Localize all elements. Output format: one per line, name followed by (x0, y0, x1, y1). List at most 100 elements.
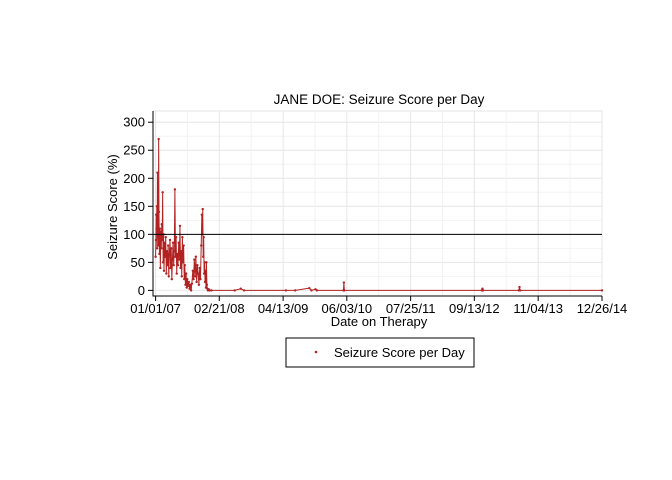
data-point (284, 289, 288, 292)
data-point (310, 289, 313, 292)
data-point (168, 238, 172, 242)
data-point (198, 266, 201, 270)
data-point (195, 280, 198, 284)
x-tick-label: 01/01/07 (130, 301, 181, 316)
x-tick-label: 02/21/08 (194, 301, 245, 316)
data-point (315, 289, 319, 292)
data-point (185, 286, 188, 289)
chart-title: JANE DOE: Seizure Score per Day (274, 92, 485, 107)
data-point (158, 252, 161, 256)
y-tick-label: 0 (138, 283, 145, 298)
data-point (172, 263, 175, 267)
x-tick-label: 11/04/13 (513, 301, 563, 316)
data-point (192, 277, 195, 281)
data-point (183, 277, 186, 281)
data-point (159, 230, 163, 233)
data-point (156, 171, 159, 174)
data-point (166, 263, 169, 267)
data-point (600, 289, 604, 292)
data-point (155, 247, 159, 250)
data-point (184, 283, 187, 286)
data-point (178, 258, 181, 261)
data-point (173, 249, 176, 253)
data-point (154, 255, 157, 258)
y-axis-label: Seizure Score (%) (105, 154, 120, 259)
data-point (155, 227, 158, 230)
series-layer (154, 137, 604, 292)
data-point (196, 263, 199, 267)
data-point (200, 244, 203, 247)
data-point (174, 255, 177, 258)
data-point (176, 252, 179, 256)
data-point (182, 244, 185, 247)
data-point (154, 238, 158, 242)
data-point (167, 275, 170, 278)
y-tick-label: 50 (131, 255, 145, 270)
data-point (171, 241, 175, 244)
data-point (158, 227, 162, 230)
x-axis-label: Date on Therapy (331, 314, 428, 329)
data-point (180, 275, 183, 278)
data-point (196, 272, 200, 275)
data-point (190, 282, 194, 285)
legend-label: Seizure Score per Day (334, 345, 465, 360)
data-point (157, 244, 160, 247)
data-point (242, 289, 246, 292)
data-point (161, 261, 165, 264)
data-point (197, 283, 201, 286)
data-point (162, 269, 166, 272)
data-point (174, 235, 178, 239)
data-point (187, 280, 191, 284)
data-point (205, 283, 209, 286)
y-tick-label: 200 (123, 171, 145, 186)
data-point (181, 261, 185, 264)
data-point (155, 205, 159, 208)
y-tick-label: 150 (123, 199, 145, 214)
data-point (203, 261, 206, 264)
data-point (166, 244, 170, 247)
grid-lines (152, 110, 603, 297)
data-point (157, 137, 160, 141)
data-point (156, 219, 160, 222)
data-point (204, 269, 207, 272)
data-point (163, 241, 166, 244)
data-point (170, 247, 173, 250)
y-tick-label: 300 (123, 115, 145, 130)
data-point (184, 272, 188, 275)
data-point (208, 289, 211, 292)
data-point (159, 266, 162, 270)
data-point (199, 277, 202, 281)
data-point (518, 285, 521, 289)
data-point (183, 263, 187, 267)
x-tick-label: 09/13/12 (449, 301, 500, 316)
data-point (173, 188, 177, 191)
data-point (200, 213, 204, 216)
data-point (186, 284, 190, 288)
legend-marker (314, 350, 318, 354)
data-point (189, 289, 193, 292)
data-point (165, 249, 169, 253)
y-tick-label: 100 (123, 227, 145, 242)
data-point (481, 289, 485, 292)
data-point (201, 207, 204, 211)
data-point (161, 191, 164, 194)
data-point (175, 272, 178, 275)
data-point (171, 258, 174, 261)
data-point (194, 255, 198, 258)
data-point (233, 289, 236, 292)
data-point (343, 289, 346, 292)
data-point (178, 224, 182, 228)
data-point (170, 277, 174, 281)
data-point (193, 275, 197, 278)
data-point (160, 247, 163, 250)
data-point (160, 238, 164, 242)
data-point (210, 289, 213, 292)
data-point (193, 258, 196, 261)
x-tick-label: 04/13/09 (258, 301, 309, 316)
y-tick-label: 250 (123, 143, 145, 158)
data-point (202, 255, 205, 258)
data-point (239, 287, 242, 290)
data-point (163, 255, 167, 258)
data-point (176, 263, 180, 267)
